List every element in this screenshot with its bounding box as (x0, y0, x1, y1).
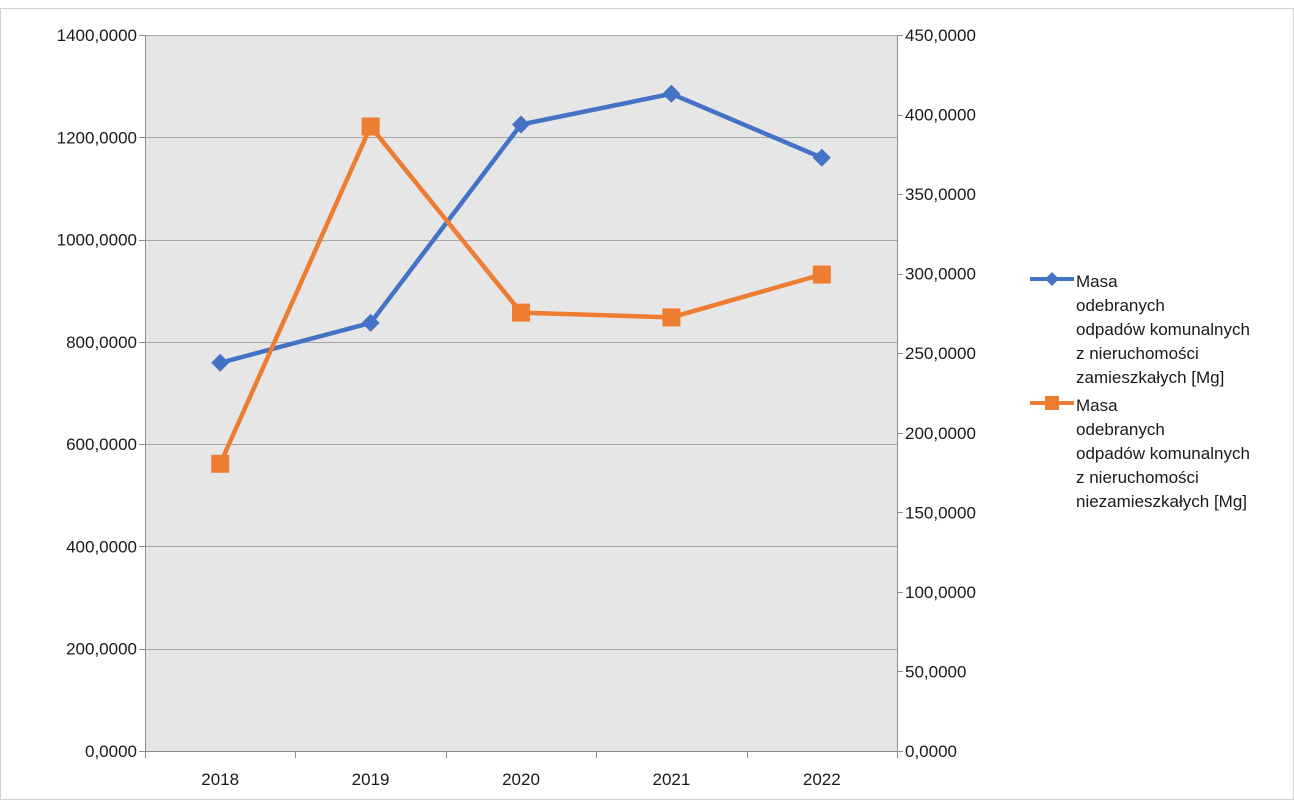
left-axis-tick-label-7: 1400,0000 (57, 26, 137, 45)
right-axis-tick-label-1: 50,0000 (905, 662, 966, 681)
left-axis-tick-label-5: 1000,0000 (57, 231, 137, 250)
x-axis-tick-label-1: 2019 (352, 770, 390, 789)
x-axis-tick-label-0: 2018 (201, 770, 239, 789)
right-axis-tick-label-6: 300,0000 (905, 265, 976, 284)
left-axis-tick-label-4: 800,0000 (66, 333, 137, 352)
series-2-point-2021 (662, 308, 681, 327)
legend-entry-series-2: Masa odebranych odpadów komunalnych z ni… (1030, 394, 1292, 514)
x-axis-tick-label-4: 2022 (803, 770, 841, 789)
left-axis-tick-label-6: 1200,0000 (57, 128, 137, 147)
series-1-point-2019 (361, 313, 380, 332)
left-axis-tick-label-1: 200,0000 (66, 640, 137, 659)
legend: Masa odebranych odpadów komunalnych z ni… (1030, 270, 1292, 518)
left-axis-tick-label-0: 0,0000 (85, 742, 137, 761)
legend-swatch-series-1 (1030, 272, 1074, 286)
series-2-point-2022 (812, 265, 831, 284)
series-2-point-2018 (211, 454, 230, 473)
left-axis-tick-label-3: 600,0000 (66, 435, 137, 454)
right-axis-tick-label-7: 350,0000 (905, 185, 976, 204)
right-axis-tick-label-0: 0,0000 (905, 742, 957, 761)
legend-entry-series-1: Masa odebranych odpadów komunalnych z ni… (1030, 270, 1292, 390)
right-axis-tick-label-3: 150,0000 (905, 503, 976, 522)
series-2-point-2020 (512, 303, 530, 322)
plot-area (145, 35, 897, 751)
x-axis-tick-label-3: 2021 (652, 770, 690, 789)
right-axis-tick-label-2: 100,0000 (905, 583, 976, 602)
legend-label-series-2: Masa odebranych odpadów komunalnych z ni… (1076, 396, 1250, 511)
legend-label-series-1: Masa odebranych odpadów komunalnych z ni… (1076, 272, 1250, 387)
right-axis-tick-label-4: 200,0000 (905, 424, 976, 443)
right-axis-tick-label-5: 250,0000 (905, 344, 976, 363)
series-1-point-2021 (662, 84, 681, 103)
series-1-point-2018 (211, 353, 230, 372)
x-axis-tick-label-2: 2020 (502, 770, 540, 789)
legend-swatch-series-2 (1030, 396, 1074, 410)
left-axis-tick-label-2: 400,0000 (66, 537, 137, 556)
series-1-point-2022 (812, 148, 831, 167)
right-axis-tick-label-8: 400,0000 (905, 106, 976, 125)
series-1-point-2020 (512, 115, 530, 134)
series-2-point-2019 (361, 117, 380, 136)
right-axis-tick-label-9: 450,0000 (905, 26, 976, 45)
